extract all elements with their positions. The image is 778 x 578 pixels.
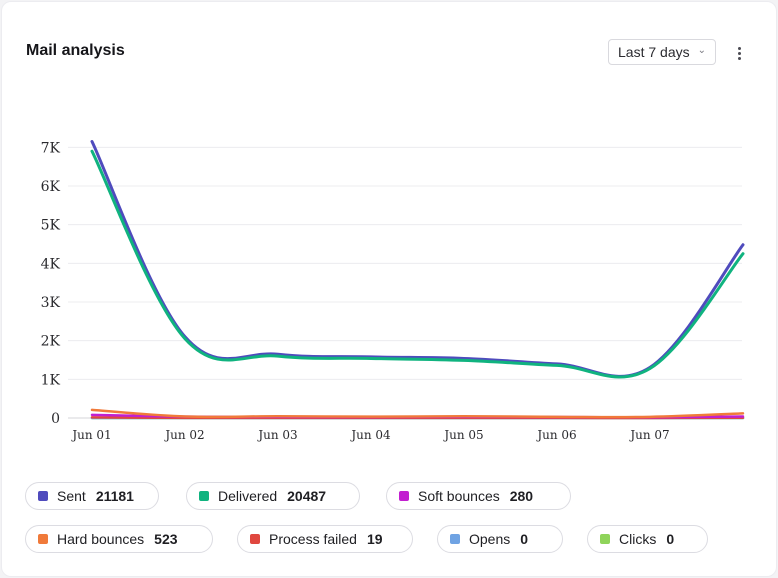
legend-label: Clicks bbox=[619, 531, 657, 547]
y-tick-label: 3K bbox=[41, 295, 61, 311]
x-tick-label: Jun 04 bbox=[349, 428, 391, 442]
legend-swatch bbox=[600, 534, 610, 544]
legend-item-opens[interactable]: Opens 0 bbox=[437, 525, 563, 553]
legend-item-clicks[interactable]: Clicks 0 bbox=[587, 525, 708, 553]
y-tick-label: 7K bbox=[41, 140, 61, 156]
legend-swatch bbox=[38, 491, 48, 501]
y-tick-label: 1K bbox=[41, 372, 61, 388]
legend-swatch bbox=[38, 534, 48, 544]
legend-item-soft-bounces[interactable]: Soft bounces 280 bbox=[386, 482, 571, 510]
date-range-value: Last 7 days bbox=[618, 44, 690, 60]
y-tick-label: 4K bbox=[41, 256, 61, 272]
legend-item-process-failed[interactable]: Process failed 19 bbox=[237, 525, 413, 553]
legend-value: 20487 bbox=[287, 488, 327, 504]
series-line-delivered bbox=[90, 149, 745, 379]
legend-swatch bbox=[399, 491, 409, 501]
chevron-down-icon: ⌄ bbox=[697, 45, 706, 56]
legend-item-sent[interactable]: Sent 21181 bbox=[25, 482, 159, 510]
legend-label: Sent bbox=[57, 488, 86, 504]
more-vertical-icon bbox=[737, 46, 741, 50]
y-tick-label: 6K bbox=[41, 179, 61, 195]
y-tick-label: 5K bbox=[41, 218, 61, 234]
legend-value: 0 bbox=[520, 531, 529, 547]
date-range-select[interactable]: Last 7 days ⌄ bbox=[608, 39, 716, 65]
legend-swatch bbox=[450, 534, 460, 544]
legend-value: 280 bbox=[509, 488, 534, 504]
legend-value: 523 bbox=[154, 531, 178, 547]
line-chart: 0 1K 2K 3K 4K 5K 6K 7K Jun 01 Jun 02 Jun 03 Jun 04 J… bbox=[41, 140, 745, 442]
series-line-hard-bounces bbox=[90, 408, 745, 419]
legend-value: 21181 bbox=[95, 488, 134, 504]
legend-value: 19 bbox=[366, 531, 383, 547]
more-options-button[interactable] bbox=[730, 42, 748, 64]
x-tick-label: Jun 07 bbox=[628, 428, 669, 442]
legend-label: Opens bbox=[469, 531, 511, 547]
legend-label: Hard bounces bbox=[57, 531, 145, 547]
y-tick-label: 2K bbox=[41, 334, 61, 350]
x-tick-label: Jun 01 bbox=[70, 428, 111, 442]
card-title: Mail analysis bbox=[26, 42, 125, 59]
x-tick-label: Jun 02 bbox=[163, 428, 204, 442]
legend-swatch bbox=[250, 534, 260, 544]
x-tick-label: Jun 03 bbox=[256, 428, 297, 442]
x-tick-label: Jun 06 bbox=[535, 428, 576, 442]
legend-label: Delivered bbox=[218, 488, 278, 504]
legend-swatch bbox=[199, 491, 209, 501]
legend-item-delivered[interactable]: Delivered 20487 bbox=[186, 482, 360, 510]
legend-value: 0 bbox=[666, 531, 675, 547]
x-tick-label: Jun 05 bbox=[442, 428, 483, 442]
legend-label: Process failed bbox=[269, 531, 357, 547]
legend-item-hard-bounces[interactable]: Hard bounces 523 bbox=[25, 525, 213, 553]
y-tick-label: 0 bbox=[51, 411, 60, 427]
legend-label: Soft bounces bbox=[418, 488, 500, 504]
